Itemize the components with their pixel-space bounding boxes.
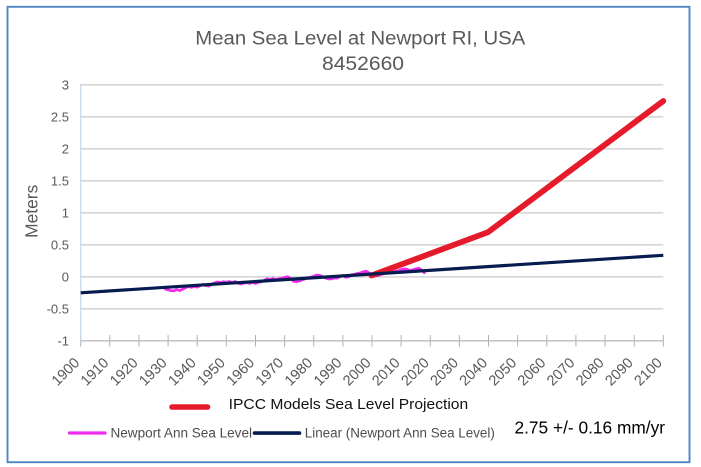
svg-text:3: 3 xyxy=(62,78,69,93)
svg-text:-0.5: -0.5 xyxy=(47,302,69,317)
svg-text:Newport Ann Sea Level: Newport Ann Sea Level xyxy=(111,426,253,441)
svg-text:2: 2 xyxy=(62,142,69,157)
svg-text:1: 1 xyxy=(62,206,69,221)
svg-text:Meters: Meters xyxy=(22,184,42,237)
svg-text:Linear (Newport Ann Sea Level): Linear (Newport Ann Sea Level) xyxy=(305,426,495,441)
svg-text:8452660: 8452660 xyxy=(322,53,404,75)
svg-text:0: 0 xyxy=(62,270,69,285)
svg-text:Mean Sea Level at Newport RI,: Mean Sea Level at Newport RI, USA xyxy=(195,28,526,50)
svg-text:IPCC Models Sea Level Projecti: IPCC Models Sea Level Projection xyxy=(229,397,468,413)
svg-text:2.5: 2.5 xyxy=(51,110,69,125)
svg-text:-1: -1 xyxy=(57,334,69,349)
svg-text:0.5: 0.5 xyxy=(51,238,69,253)
svg-text:2.75 +/- 0.16 mm/yr: 2.75 +/- 0.16 mm/yr xyxy=(515,418,666,438)
svg-text:1.5: 1.5 xyxy=(51,174,69,189)
